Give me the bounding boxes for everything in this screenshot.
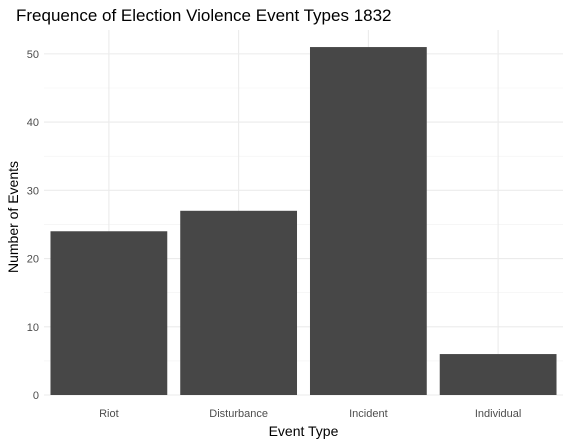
x-axis-title: Event Type bbox=[269, 423, 339, 439]
y-tick-label: 40 bbox=[27, 117, 39, 129]
bar-disturbance bbox=[180, 211, 297, 395]
bar-individual bbox=[440, 354, 557, 395]
x-tick-label-riot: Riot bbox=[99, 408, 119, 420]
bar-riot bbox=[50, 231, 167, 395]
x-tick-labels: Riot Disturbance Incident Individual bbox=[99, 408, 521, 420]
x-tick-label-disturbance: Disturbance bbox=[209, 408, 268, 420]
y-tick-label: 30 bbox=[27, 185, 39, 197]
y-axis-title: Number of Events bbox=[5, 161, 21, 273]
y-tick-label: 0 bbox=[33, 390, 39, 402]
chart-title: Frequence of Election Violence Event Typ… bbox=[16, 6, 392, 25]
y-tick-label: 20 bbox=[27, 254, 39, 266]
y-tick-label: 10 bbox=[27, 322, 39, 334]
bars bbox=[50, 47, 556, 395]
bar-incident bbox=[310, 47, 427, 395]
y-tick-labels: 0 10 20 30 40 50 bbox=[27, 49, 39, 402]
y-tick-label: 50 bbox=[27, 49, 39, 61]
x-tick-label-individual: Individual bbox=[475, 408, 521, 420]
x-tick-label-incident: Incident bbox=[349, 408, 388, 420]
